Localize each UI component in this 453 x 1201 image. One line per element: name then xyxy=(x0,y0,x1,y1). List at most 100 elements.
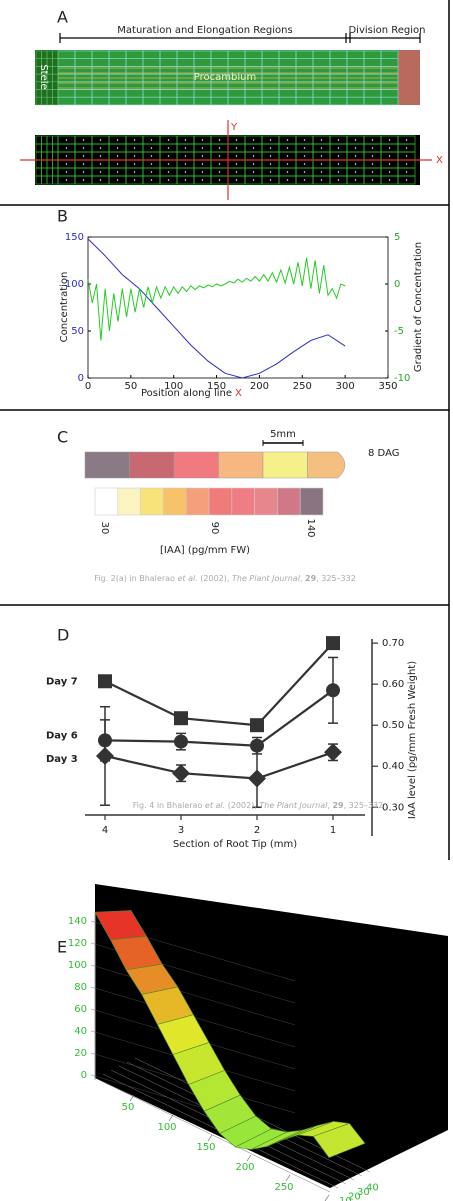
cell-node xyxy=(405,155,408,157)
cell-node xyxy=(269,139,272,141)
x-axis-marker: X xyxy=(235,388,242,399)
cell-node xyxy=(82,147,85,149)
cell-node xyxy=(235,179,238,181)
caption-part: (2002), xyxy=(225,801,259,810)
caption-part: , 325–332 xyxy=(344,801,384,810)
caption-part: (2002), xyxy=(198,574,232,583)
axis-marker: X xyxy=(436,155,443,166)
y-axis-label: IAA level (pg/mm Fresh Weight) xyxy=(407,661,418,819)
d-tick-label: 40 xyxy=(366,1183,379,1194)
cell-node xyxy=(286,155,289,157)
cell-node xyxy=(150,163,153,165)
cell-node xyxy=(150,155,153,157)
colorbar-cell xyxy=(299,487,324,516)
cell-node xyxy=(354,163,357,165)
cell-node xyxy=(99,179,102,181)
cell-node xyxy=(133,171,136,173)
cell-node xyxy=(65,171,68,173)
marker xyxy=(174,734,188,749)
cell-node xyxy=(388,171,391,173)
cell-node xyxy=(320,179,323,181)
cell-node xyxy=(252,147,255,149)
cell-node xyxy=(286,139,289,141)
cell-node xyxy=(133,147,136,149)
cell-node xyxy=(65,179,68,181)
marker xyxy=(96,746,114,765)
colorbar-cell xyxy=(117,487,141,516)
y-tick-label: 0 xyxy=(78,373,84,384)
cell-node xyxy=(116,163,119,165)
colorbar-cell xyxy=(254,487,278,516)
cell-node xyxy=(354,155,357,157)
cell-node xyxy=(99,139,102,141)
x-tick-label: 100 xyxy=(157,1122,176,1133)
y-axis-label: Concentration xyxy=(59,272,70,343)
z-tick-label: 140 xyxy=(68,916,87,927)
colorbar-label: 30 xyxy=(99,522,110,535)
cell-node xyxy=(167,179,170,181)
procambium-label: Procambium xyxy=(194,72,256,83)
cell-node xyxy=(116,171,119,173)
x-axis-label: Section of Root Tip (mm) xyxy=(173,839,297,850)
z-tick-label: 80 xyxy=(74,982,87,993)
colorbar-cell xyxy=(185,487,210,516)
cell-node xyxy=(252,163,255,165)
y-tick-label: 150 xyxy=(65,232,84,243)
y2-tick-label: -10 xyxy=(394,373,410,384)
z-tick-label: 120 xyxy=(68,938,87,949)
cell xyxy=(52,96,59,106)
cell-node xyxy=(303,155,306,157)
cell-node xyxy=(218,179,221,181)
root-segment xyxy=(307,451,346,479)
caption-part: et al. xyxy=(177,574,197,583)
caption: Fig. 2(a) in Bhalerao et al. (2002), The… xyxy=(94,574,356,583)
region-label: Division Region xyxy=(348,25,425,36)
division-zone xyxy=(398,50,420,105)
marker xyxy=(326,683,340,698)
cell-node xyxy=(286,179,289,181)
cell xyxy=(380,96,399,106)
cell-node xyxy=(133,155,136,157)
series-label: Day 3 xyxy=(46,754,78,765)
x-tick xyxy=(129,1094,135,1102)
y-tick-label: 50 xyxy=(71,326,84,337)
caption-part: The Plant Journal xyxy=(259,801,328,810)
caption-part: et al. xyxy=(205,801,225,810)
caption-part: 29 xyxy=(305,574,317,583)
caption-part: Fig. 4 in Bhalerao xyxy=(133,801,205,810)
z-tick-label: 60 xyxy=(74,1004,87,1015)
panel-label: B xyxy=(57,207,68,226)
cell-node xyxy=(184,171,187,173)
colorbar-label: 140 xyxy=(305,518,316,537)
cell-node xyxy=(65,163,68,165)
z-tick-label: 20 xyxy=(74,1048,87,1059)
caption-part: , xyxy=(300,574,305,583)
cell-node xyxy=(337,147,340,149)
cell-node xyxy=(320,163,323,165)
cell-node xyxy=(201,147,204,149)
caption-part: , xyxy=(327,801,332,810)
cell-node xyxy=(371,171,374,173)
cell-node xyxy=(320,155,323,157)
cell-node xyxy=(252,155,255,157)
y2-tick-label: 5 xyxy=(394,232,400,243)
x-tick-label: 200 xyxy=(235,1162,254,1173)
cell-node xyxy=(167,147,170,149)
cell-node xyxy=(337,171,340,173)
cell-node xyxy=(99,147,102,149)
y-tick-label: 0.30 xyxy=(382,802,404,813)
cell-node xyxy=(269,179,272,181)
x-tick-label: 100 xyxy=(164,381,183,392)
cell-node xyxy=(99,171,102,173)
cell-node xyxy=(184,155,187,157)
cell-node xyxy=(371,147,374,149)
data-line xyxy=(104,751,334,780)
colorbar-cell xyxy=(208,487,233,516)
colorbar-cell xyxy=(94,487,119,516)
cell-node xyxy=(371,155,374,157)
cell-node xyxy=(235,163,238,165)
cell-node xyxy=(201,139,204,141)
z-tick-label: 40 xyxy=(74,1026,87,1037)
root-segment xyxy=(129,451,175,479)
cell-node xyxy=(235,147,238,149)
